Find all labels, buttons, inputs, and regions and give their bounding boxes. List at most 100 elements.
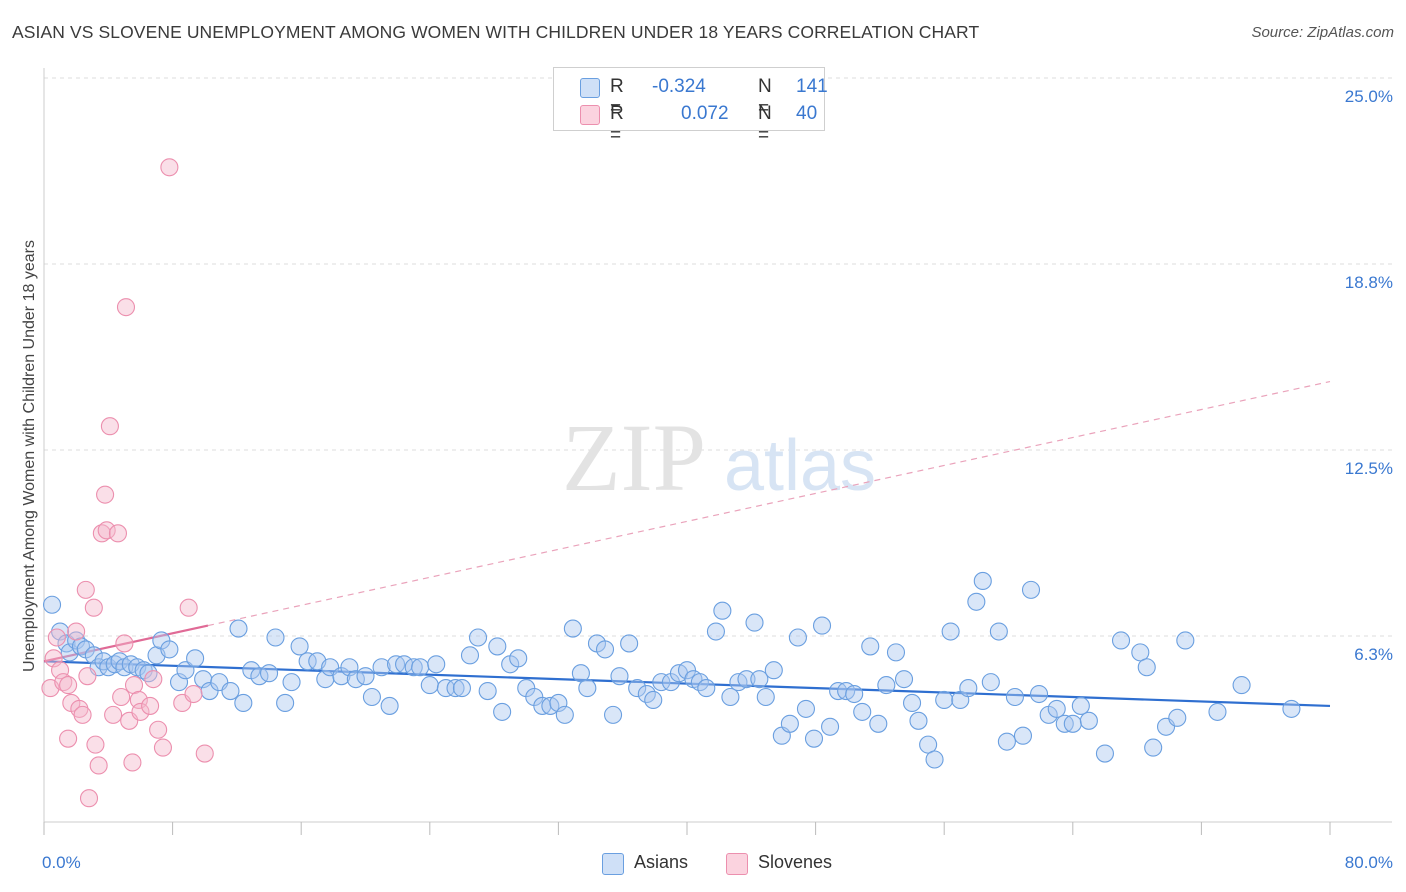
point-asians [276,693,295,713]
point-slovenes [144,670,163,689]
point-asians [493,702,512,721]
legend-swatch-slovenes [580,105,600,125]
point-asians [160,640,179,659]
point-slovenes [108,524,127,543]
legend-n-label: N = [758,103,772,146]
point-asians [555,705,574,724]
point-slovenes [123,753,142,772]
point-asians [997,732,1016,751]
point-slovenes [160,158,179,177]
legend-r-value: 0.072 [681,103,729,124]
legend-swatch-slovenes [726,853,748,875]
point-slovenes [96,485,115,504]
point-slovenes [76,580,95,599]
point-asians [436,679,455,698]
point-asians [372,658,391,677]
point-asians [404,658,423,677]
legend-n-value: 141 [796,76,828,97]
point-asians [902,693,922,713]
point-slovenes [195,744,214,763]
point-asians [420,676,439,695]
point-asians [877,676,896,695]
point-slovenes [73,705,92,724]
point-asians [804,729,824,748]
point-asians [549,693,568,713]
point-asians [925,750,944,769]
point-asians [697,679,716,698]
point-slovenes [149,720,168,739]
point-slovenes [153,738,173,757]
point-slovenes [59,729,78,748]
point-asians [780,714,799,733]
point-asians [935,690,954,710]
point-asians [1095,744,1114,763]
data-points [41,158,1301,808]
point-asians [1079,711,1098,730]
point-asians [1111,631,1131,650]
legend-n-value: 40 [796,103,818,124]
y-tick-label: 12.5% [1344,459,1393,478]
point-slovenes [179,598,198,617]
point-asians [959,679,978,698]
point-asians [853,702,872,721]
point-asians [259,664,279,683]
point-asians [721,687,740,707]
correlation-legend: R = -0.324 N = 141 R = 0.072 N = 40 [553,67,828,146]
point-asians [628,679,647,698]
point-asians [967,592,986,611]
point-asians [737,670,756,689]
point-slovenes [104,705,123,724]
point-asians [595,640,615,659]
point-asians [84,646,103,665]
point-slovenes [51,661,70,680]
point-slovenes [100,417,119,436]
y-axis-label: Unemployment Among Women with Children U… [21,240,38,672]
x-tick-min: 0.0% [42,853,81,872]
y-tick-label: 6.3% [1354,645,1393,664]
series-slovenes [41,158,214,808]
point-asians [362,687,381,707]
y-tick-label: 25.0% [1344,87,1393,106]
point-asians [1168,708,1187,727]
watermark: ZIP atlas [562,404,876,511]
point-slovenes [116,298,136,317]
point-asians [380,696,399,715]
point-slovenes [89,756,108,775]
point-asians [764,661,783,680]
y-tick-label: 18.8% [1344,273,1393,292]
legend-r-label: R = [610,76,624,119]
point-asians [1232,676,1251,695]
point-slovenes [67,622,86,641]
point-asians [745,613,764,632]
point-asians [713,601,732,620]
point-asians [169,673,189,692]
point-asians [229,619,248,638]
axes [43,68,1392,835]
point-asians [1071,696,1090,715]
point-slovenes [92,524,111,543]
point-asians [1282,699,1301,718]
point-asians [446,679,465,698]
trend-line-asians [43,660,1331,708]
point-asians [1131,643,1150,662]
point-slovenes [112,687,131,707]
source-label: Source: ZipAtlas.com [1251,24,1394,41]
point-asians [1208,702,1227,721]
legend-r-value: -0.324 [652,76,706,97]
point-asians [919,735,938,754]
point-asians [139,664,158,683]
point-asians [894,670,914,689]
point-asians [42,595,62,614]
point-asians [677,661,697,680]
point-slovenes [59,676,78,695]
trend-extension-slovenes [207,380,1331,627]
point-asians [298,652,317,671]
point-asians [340,658,359,677]
point-slovenes [97,521,116,540]
point-asians [571,664,590,683]
legend-swatch-asians [580,78,600,98]
grid-lines [44,77,1392,637]
point-slovenes [54,673,73,692]
point-asians [94,652,113,671]
